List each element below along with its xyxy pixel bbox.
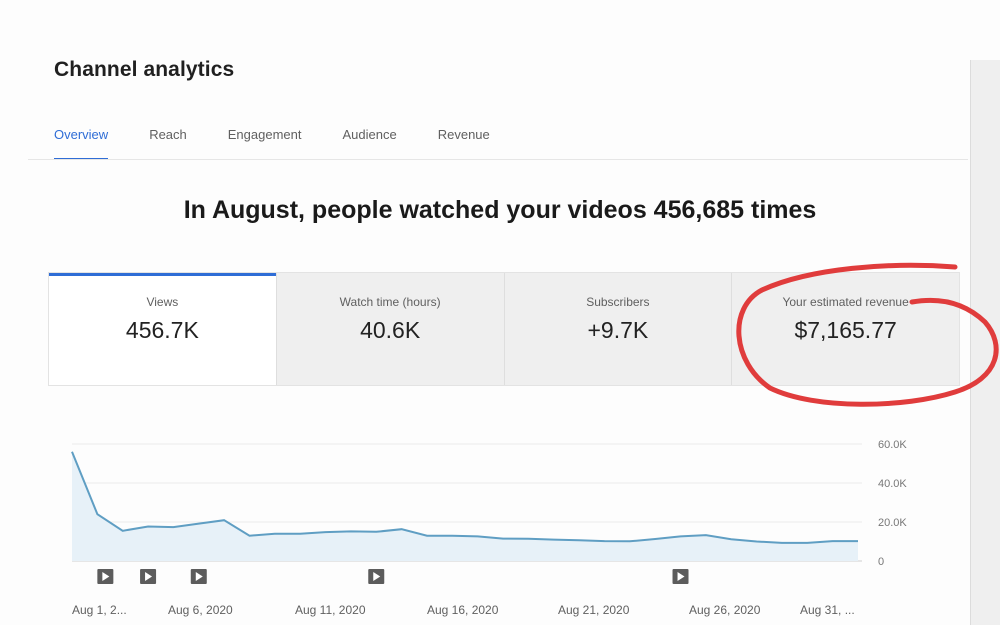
metric-value: +9.7K <box>587 317 649 343</box>
x-tick-label: Aug 26, 2020 <box>689 603 761 617</box>
play-icon <box>145 572 153 581</box>
y-tick-label: 20.0K <box>878 517 907 529</box>
metric-value: 40.6K <box>360 317 421 343</box>
tab-audience[interactable]: Audience <box>342 127 397 142</box>
tab-reach[interactable]: Reach <box>149 127 187 142</box>
x-tick-label: Aug 31, ... <box>800 603 855 617</box>
summary-headline: In August, people watched your videos 45… <box>183 196 817 224</box>
x-tick-label: Aug 6, 2020 <box>168 603 233 617</box>
x-tick-label: Aug 16, 2020 <box>427 603 499 617</box>
x-tick-label: Aug 1, 2... <box>72 603 127 617</box>
metric-label: Watch time (hours) <box>339 295 441 309</box>
tab-overview[interactable]: Overview <box>54 118 109 160</box>
x-tick-label: Aug 21, 2020 <box>558 603 630 617</box>
metric-card-views[interactable]: Views 456.7K <box>49 273 276 385</box>
views-area <box>72 451 858 561</box>
tab-engagement[interactable]: Engagement <box>227 127 302 142</box>
views-line <box>71 451 858 544</box>
views-chart: 0 20.0K 40.0K 60.0K Aug 1, 2... Aug 6, 2020 Au… <box>71 439 907 617</box>
metric-label: Views <box>146 295 179 309</box>
play-icon <box>102 572 110 581</box>
y-tick-label: 0 <box>878 556 884 568</box>
y-tick-label: 60.0K <box>878 439 907 451</box>
metric-card-revenue[interactable]: Your estimated revenue $7,165.77 <box>731 273 959 385</box>
metric-label: Subscribers <box>586 295 650 309</box>
metric-card-watch-time[interactable]: Watch time (hours) 40.6K <box>275 273 504 385</box>
tab-divider <box>28 159 968 160</box>
metric-cards: Views 456.7K Watch time (hours) 40.6K Su… <box>48 272 960 386</box>
tab-revenue[interactable]: Revenue <box>437 127 490 142</box>
play-icon <box>195 572 203 581</box>
metric-value: 456.7K <box>125 317 199 343</box>
metric-card-subscribers[interactable]: Subscribers +9.7K <box>503 273 732 385</box>
analytics-tabs: Overview Reach Engagement Audience Reven… <box>54 118 531 160</box>
play-icon <box>373 572 381 581</box>
metric-value: $7,165.77 <box>794 317 897 343</box>
page-title: Channel analytics <box>54 58 235 81</box>
y-tick-label: 40.0K <box>878 478 907 490</box>
x-tick-label: Aug 11, 2020 <box>295 603 366 617</box>
metric-label: Your estimated revenue <box>782 295 909 309</box>
play-icon <box>677 572 685 581</box>
